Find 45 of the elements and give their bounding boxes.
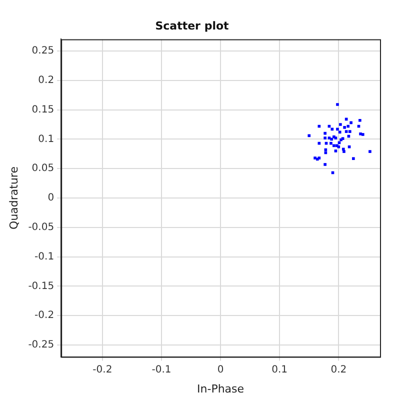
point (332, 144, 336, 148)
y-tick-label: 0.1 (38, 134, 54, 145)
y-tick-label: 0.2 (38, 74, 54, 86)
point (314, 156, 316, 160)
y-tick-label: -0.05 (28, 222, 54, 233)
point (330, 142, 332, 145)
x-tick-label: -0.2 (92, 364, 112, 376)
point (342, 150, 346, 153)
y-tick-label: 0.15 (32, 104, 54, 116)
x-axis-title: In-Phase (197, 382, 244, 396)
y-tick-label: -0.15 (28, 280, 54, 292)
point (344, 118, 348, 121)
point (359, 132, 362, 136)
chart-title: Scatter plot (155, 19, 229, 32)
point (368, 150, 372, 153)
x-tick-label: 0.1 (272, 364, 288, 376)
y-tick-label: 0.25 (32, 46, 54, 57)
x-tick-label: 0.2 (330, 364, 347, 376)
point (330, 138, 333, 141)
y-tick-label: -0.2 (34, 310, 54, 322)
point (338, 130, 342, 134)
point (350, 121, 352, 124)
point (336, 103, 339, 106)
y-axis-title: Quadrature (7, 166, 20, 230)
y-tick-label: -0.25 (28, 340, 54, 351)
y-tick-label: 0.05 (32, 163, 54, 174)
point (308, 134, 311, 138)
point (336, 128, 339, 131)
point (330, 128, 334, 131)
point (324, 163, 326, 166)
point (344, 130, 348, 133)
point (343, 126, 346, 129)
point (346, 124, 350, 128)
point (324, 132, 326, 135)
point (361, 133, 364, 136)
y-tick-label: -0.1 (34, 251, 54, 262)
point (358, 118, 362, 122)
point (324, 136, 326, 140)
point (348, 130, 352, 133)
point (339, 123, 342, 126)
y-tick-label: 0 (48, 192, 54, 204)
x-tick-label: -0.1 (152, 364, 172, 376)
point (352, 157, 355, 160)
point (334, 150, 338, 152)
x-tick-label: 0 (217, 364, 224, 376)
